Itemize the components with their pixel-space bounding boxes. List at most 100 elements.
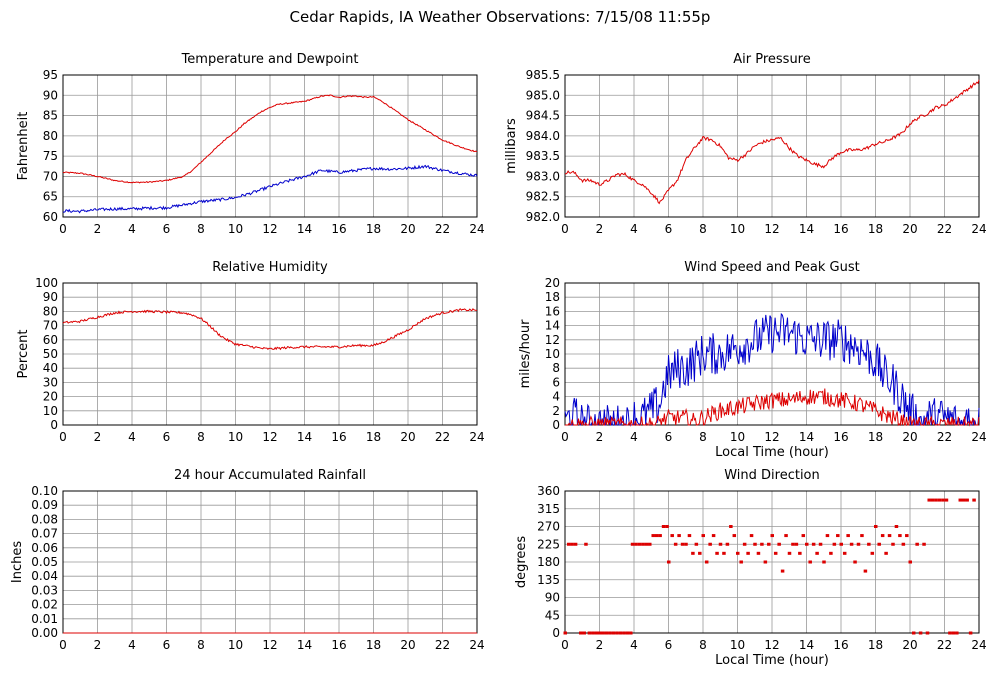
plot-frame xyxy=(564,74,980,218)
data-point xyxy=(915,542,919,546)
x-tick-label: 12 xyxy=(262,638,277,652)
x-tick-label: 14 xyxy=(799,638,814,652)
y-tick-label: 0.03 xyxy=(31,583,58,597)
data-point xyxy=(615,631,619,635)
x-tick-label: 22 xyxy=(435,222,450,236)
chart-title: Air Pressure xyxy=(733,52,811,67)
x-tick-label: 6 xyxy=(665,222,673,236)
x-tick-label: 14 xyxy=(799,430,814,444)
y-tick-label: 50 xyxy=(43,347,58,361)
y-axis-label: miles/hour xyxy=(518,319,533,388)
data-point xyxy=(704,560,709,564)
data-point xyxy=(611,631,616,635)
data-point xyxy=(836,534,840,538)
data-point xyxy=(965,498,969,502)
y-axis-label: millibars xyxy=(504,118,519,174)
y-tick-label: 65 xyxy=(43,190,58,204)
data-point xyxy=(658,534,662,538)
y-tick-label: 0.02 xyxy=(31,598,58,612)
x-tick-label: 24 xyxy=(469,638,484,652)
y-tick-label: 315 xyxy=(537,502,560,516)
x-tick-label: 4 xyxy=(128,430,136,444)
x-tick-label: 6 xyxy=(163,222,171,236)
x-tick-label: 6 xyxy=(163,430,171,444)
y-tick-label: 983.0 xyxy=(526,169,560,183)
x-tick-label: 4 xyxy=(630,638,638,652)
x-tick-label: 6 xyxy=(665,638,673,652)
data-point xyxy=(958,498,963,502)
x-tick-label: 18 xyxy=(366,638,381,652)
x-tick-label: 14 xyxy=(297,430,312,444)
data-point xyxy=(573,542,578,546)
data-point xyxy=(566,542,571,546)
y-tick-label: 70 xyxy=(43,319,58,333)
x-tick-label: 2 xyxy=(94,638,102,652)
data-point xyxy=(825,534,830,538)
data-point xyxy=(601,631,605,635)
x-tick-label: 12 xyxy=(262,430,277,444)
y-tick-label: 985.0 xyxy=(526,88,560,102)
y-tick-label: 20 xyxy=(43,390,58,404)
chart-title: Wind Speed and Peak Gust xyxy=(684,260,859,275)
data-point xyxy=(801,534,806,538)
x-tick-label: 12 xyxy=(764,430,779,444)
plot-frame xyxy=(62,282,478,426)
series-line-1 xyxy=(564,79,980,205)
data-point xyxy=(608,631,612,635)
data-point xyxy=(811,542,816,546)
data-point xyxy=(670,534,674,538)
x-tick-label: 20 xyxy=(902,430,917,444)
y-tick-label: 85 xyxy=(43,109,58,123)
data-point xyxy=(661,525,666,528)
x-tick-label: 8 xyxy=(699,222,707,236)
data-point xyxy=(891,542,895,546)
data-point xyxy=(667,560,671,564)
x-tick-label: 6 xyxy=(163,638,171,652)
x-tick-label: 2 xyxy=(94,430,102,444)
data-point xyxy=(691,551,695,555)
y-tick-label: 90 xyxy=(545,591,560,605)
data-point xyxy=(594,631,599,635)
data-point xyxy=(948,631,952,635)
data-point xyxy=(867,542,871,546)
y-axis-label: degrees xyxy=(514,536,529,589)
data-point xyxy=(654,534,659,538)
x-tick-label: 10 xyxy=(730,430,745,444)
data-point xyxy=(753,542,757,546)
x-tick-label: 2 xyxy=(596,222,604,236)
series-line-1 xyxy=(62,94,478,184)
x-tick-label: 10 xyxy=(730,638,745,652)
y-tick-label: 45 xyxy=(545,608,560,622)
data-point xyxy=(644,542,649,546)
y-tick-label: 0.10 xyxy=(31,484,58,498)
y-tick-label: 40 xyxy=(43,361,58,375)
y-tick-label: 90 xyxy=(43,290,58,304)
y-tick-label: 70 xyxy=(43,169,58,183)
x-tick-label: 14 xyxy=(297,638,312,652)
y-tick-label: 10 xyxy=(43,404,58,418)
data-point xyxy=(742,542,747,546)
data-point xyxy=(972,498,976,502)
data-point xyxy=(894,525,899,528)
data-point xyxy=(818,542,823,546)
data-point xyxy=(598,631,602,635)
data-point xyxy=(630,542,635,546)
x-tick-label: 20 xyxy=(902,222,917,236)
x-tick-label: 12 xyxy=(764,222,779,236)
y-tick-label: 984.0 xyxy=(526,129,560,143)
data-point xyxy=(729,525,733,528)
y-tick-label: 0.04 xyxy=(31,569,58,583)
x-axis-label: Local Time (hour) xyxy=(715,653,829,668)
x-tick-label: 4 xyxy=(128,638,136,652)
data-point xyxy=(832,542,837,546)
series-line-2 xyxy=(565,388,980,427)
data-point xyxy=(794,542,799,546)
y-tick-label: 360 xyxy=(537,484,560,498)
data-point xyxy=(763,560,768,564)
data-point xyxy=(905,534,909,538)
